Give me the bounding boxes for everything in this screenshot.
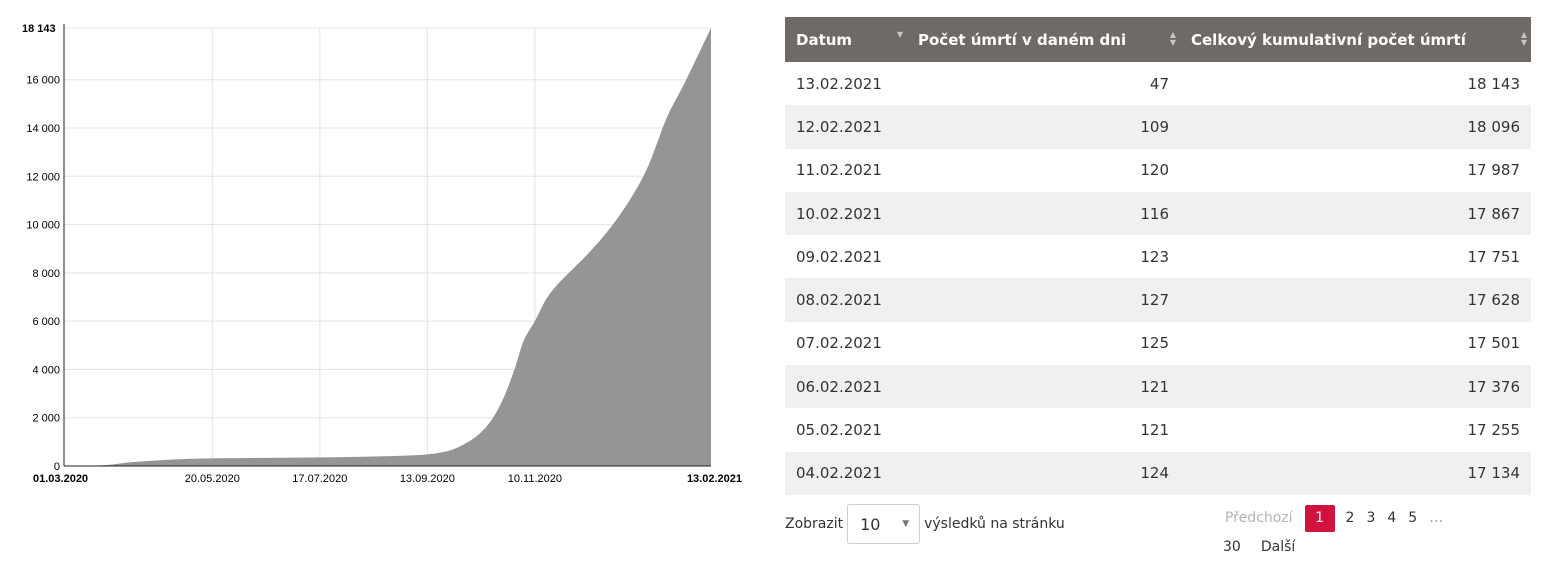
table-row: 05.02.2021 121 17 255 — [785, 408, 1531, 452]
x-tick-label: 13.02.2021 — [687, 473, 742, 485]
cell-daily-deaths: 109 — [907, 105, 1180, 149]
page-button-last[interactable]: 30 — [1223, 538, 1241, 555]
y-tick-labels: 0 2 000 4 000 6 000 8 000 10 000 12 000 14 000 1… — [22, 23, 60, 473]
page-button-5[interactable]: 5 — [1408, 510, 1418, 526]
deaths-table: Datum ▼ Počet úmrtí v daném dni ▲ ▼ Celko… — [785, 17, 1531, 495]
cell-cumulative-deaths: 17 501 — [1180, 321, 1531, 366]
y-tick-label: 4 000 — [32, 364, 60, 376]
cell-cumulative-deaths: 17 987 — [1180, 148, 1531, 192]
cell-date: 06.02.2021 — [785, 365, 907, 409]
y-tick-label: 10 000 — [26, 220, 60, 232]
cell-date: 12.02.2021 — [785, 105, 907, 149]
y-tick-label: 2 000 — [32, 413, 60, 425]
pagination-ellipsis: … — [1429, 510, 1444, 526]
y-tick-label: 8 000 — [32, 268, 60, 280]
page-button-4[interactable]: 4 — [1387, 510, 1397, 526]
table-footer: Zobrazit 10 ▼ výsledků na stránku Předch… — [785, 503, 1531, 563]
column-header-label: Datum — [796, 30, 853, 49]
table-row: 10.02.2021 116 17 867 — [785, 191, 1531, 236]
y-tick-label: 6 000 — [32, 316, 60, 328]
sort-desc-icon: ▼ — [896, 30, 903, 39]
next-page-button[interactable]: Další — [1260, 538, 1296, 555]
cell-daily-deaths: 124 — [907, 451, 1180, 495]
cell-cumulative-deaths: 18 096 — [1180, 105, 1531, 149]
y-tick-label: 12 000 — [26, 171, 60, 183]
chevron-down-icon: ▼ — [902, 519, 910, 529]
page-button-3[interactable]: 3 — [1366, 510, 1376, 526]
x-tick-label: 17.07.2020 — [292, 473, 347, 485]
table-row: 09.02.2021 123 17 751 — [785, 235, 1531, 279]
page-size-select[interactable]: 10 ▼ — [847, 504, 921, 544]
cell-cumulative-deaths: 17 376 — [1180, 365, 1531, 409]
table-row: 04.02.2021 124 17 134 — [785, 451, 1531, 495]
cell-cumulative-deaths: 17 751 — [1180, 235, 1531, 279]
x-tick-label: 01.03.2020 — [33, 473, 88, 485]
data-table-wrapper: Datum ▼ Počet úmrtí v daném dni ▲ ▼ Celko… — [785, 17, 1531, 495]
cell-date: 10.02.2021 — [785, 191, 907, 236]
cell-date: 11.02.2021 — [785, 148, 907, 192]
chart-axes — [63, 24, 711, 467]
cell-daily-deaths: 116 — [907, 191, 1180, 236]
cell-daily-deaths: 123 — [907, 235, 1180, 279]
cell-date: 09.02.2021 — [785, 235, 907, 279]
page-button-1[interactable]: 1 — [1304, 504, 1335, 532]
table-row: 13.02.2021 47 18 143 — [785, 62, 1531, 106]
page-length-control: Zobrazit 10 ▼ výsledků na stránku — [785, 503, 1065, 545]
cell-date: 08.02.2021 — [785, 278, 907, 322]
cell-cumulative-deaths: 17 255 — [1180, 408, 1531, 452]
table-row: 06.02.2021 121 17 376 — [785, 365, 1531, 409]
cell-date: 07.02.2021 — [785, 321, 907, 366]
x-tick-label: 20.05.2020 — [185, 473, 240, 485]
column-header-date[interactable]: Datum ▼ — [785, 17, 907, 62]
cell-daily-deaths: 47 — [907, 62, 1180, 106]
x-tick-labels: 01.03.2020 20.05.2020 17.07.2020 13.09.2020… — [33, 473, 742, 485]
y-tick-label: 18 143 — [22, 23, 56, 35]
column-header-cumulative-deaths[interactable]: Celkový kumulativní počet úmrtí ▲ ▼ — [1180, 17, 1531, 62]
cell-cumulative-deaths: 17 628 — [1180, 278, 1531, 322]
y-tick-label: 14 000 — [26, 123, 60, 135]
cell-daily-deaths: 127 — [907, 278, 1180, 322]
show-label: Zobrazit — [785, 516, 844, 532]
cell-date: 13.02.2021 — [785, 62, 907, 106]
cumulative-deaths-area — [64, 28, 711, 466]
table-row: 07.02.2021 125 17 501 — [785, 321, 1531, 366]
pagination: Předchozí 1 2 3 4 5 … 30 Další — [1223, 503, 1531, 560]
cell-date: 05.02.2021 — [785, 408, 907, 452]
page-button-2[interactable]: 2 — [1345, 510, 1355, 526]
previous-page-button[interactable]: Předchozí — [1225, 510, 1293, 526]
cell-daily-deaths: 125 — [907, 321, 1180, 366]
y-tick-label: 16 000 — [26, 75, 60, 87]
column-header-label: Celkový kumulativní počet úmrtí — [1191, 30, 1466, 49]
per-page-label: výsledků na stránku — [924, 516, 1065, 532]
page-size-value: 10 — [860, 514, 881, 534]
column-header-daily-deaths[interactable]: Počet úmrtí v daném dni ▲ ▼ — [907, 17, 1180, 62]
sort-icon: ▲ ▼ — [1169, 30, 1176, 47]
column-header-label: Počet úmrtí v daném dni — [918, 30, 1127, 49]
cell-date: 04.02.2021 — [785, 451, 907, 495]
cell-cumulative-deaths: 17 867 — [1180, 191, 1531, 236]
table-row: 11.02.2021 120 17 987 — [785, 148, 1531, 192]
table-row: 12.02.2021 109 18 096 — [785, 105, 1531, 149]
x-tick-label: 13.09.2020 — [400, 473, 455, 485]
table-header-row: Datum ▼ Počet úmrtí v daném dni ▲ ▼ Celko… — [785, 17, 1531, 62]
cell-daily-deaths: 120 — [907, 148, 1180, 192]
sort-icon: ▲ ▼ — [1520, 30, 1527, 47]
cell-cumulative-deaths: 17 134 — [1180, 451, 1531, 495]
cell-daily-deaths: 121 — [907, 408, 1180, 452]
y-tick-label: 0 — [54, 461, 60, 473]
chart-area-layer — [64, 28, 711, 466]
table-row: 08.02.2021 127 17 628 — [785, 278, 1531, 322]
cell-daily-deaths: 121 — [907, 365, 1180, 409]
table-body: 13.02.2021 47 18 143 12.02.2021 109 18 096 11.… — [785, 62, 1531, 495]
cumulative-deaths-chart: 0 2 000 4 000 6 000 8 000 10 000 12 000 14 000 1… — [22, 23, 742, 485]
cell-cumulative-deaths: 18 143 — [1180, 62, 1531, 106]
x-tick-label: 10.11.2020 — [508, 473, 562, 485]
